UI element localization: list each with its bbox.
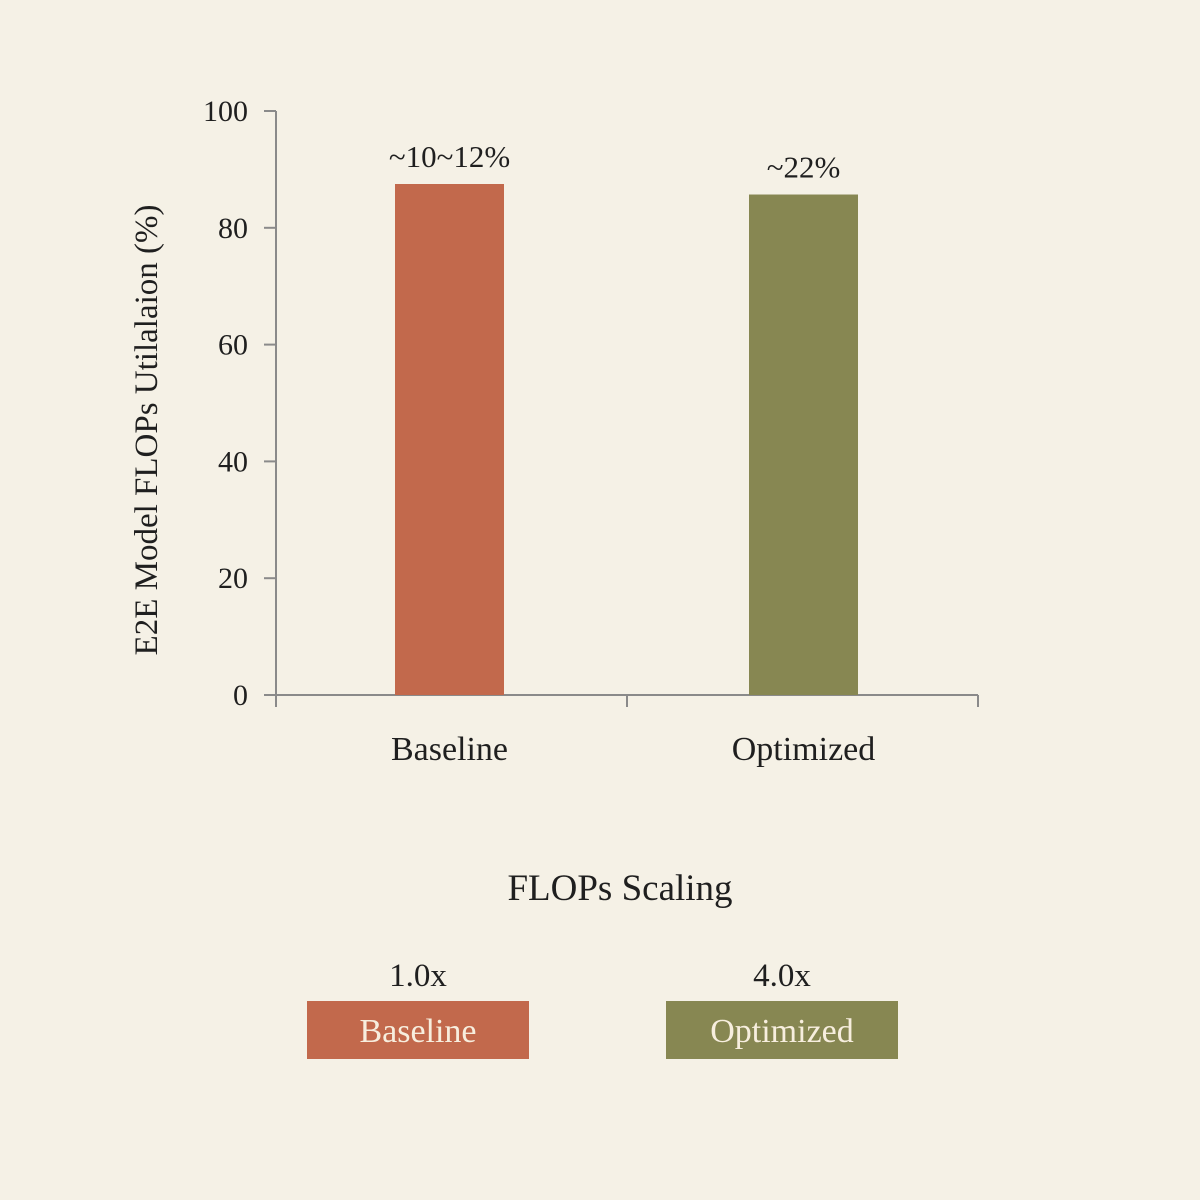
legend-scale-label: 1.0x [389, 958, 447, 994]
bars: ~10~12% ~22% [389, 139, 858, 695]
x-tick-label: Optimized [732, 731, 876, 768]
legend-swatch-baseline [307, 1001, 529, 1059]
bar-baseline [395, 184, 504, 695]
legend: FLOPs Scaling 1.0x Baseline 4.0x Optimized [307, 868, 898, 1059]
legend-scale-label: 4.0x [753, 958, 811, 994]
legend-title: FLOPs Scaling [507, 868, 732, 909]
y-tick-label: 40 [218, 445, 248, 478]
x-axis: Baseline Optimized [275, 694, 979, 768]
data-label: ~10~12% [389, 139, 510, 174]
y-tick-label: 0 [233, 679, 248, 712]
y-tick-label: 100 [203, 95, 248, 128]
y-tick-label: 20 [218, 562, 248, 595]
bar-optimized [749, 194, 858, 695]
y-axis: 0 20 40 60 80 100 [203, 95, 277, 712]
legend-item-label: Optimized [710, 1013, 854, 1050]
x-tick-label: Baseline [391, 731, 508, 768]
y-tick-label: 60 [218, 329, 248, 362]
legend-item-label: Baseline [359, 1013, 476, 1050]
y-tick-label: 80 [218, 212, 248, 245]
data-label: ~22% [767, 150, 841, 185]
y-axis-title: E2E Model FLOPs Utilalaion (%) [129, 205, 165, 656]
legend-swatch-optimized [666, 1001, 898, 1059]
